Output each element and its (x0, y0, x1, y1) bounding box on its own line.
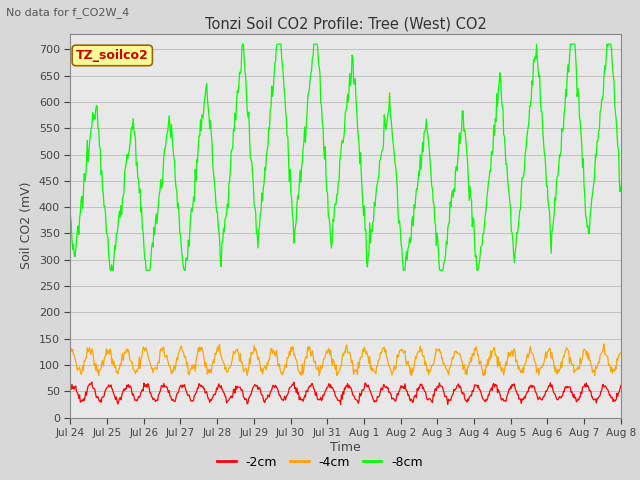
-4cm (95, 372, 102, 378)
-2cm (617, 383, 625, 388)
-2cm (134, 396, 141, 402)
-8cm (219, 239, 227, 244)
-8cm (67, 213, 74, 218)
-2cm (77, 399, 84, 405)
-2cm (413, 386, 421, 392)
Text: TZ_soilco2: TZ_soilco2 (76, 49, 148, 62)
-8cm (239, 41, 246, 47)
-2cm (219, 387, 227, 393)
Text: No data for f_CO2W_4: No data for f_CO2W_4 (6, 7, 130, 18)
X-axis label: Time: Time (330, 441, 361, 454)
-2cm (190, 397, 198, 403)
-4cm (219, 358, 227, 364)
-8cm (106, 267, 114, 273)
-4cm (413, 351, 421, 357)
Line: -4cm: -4cm (70, 344, 621, 375)
-8cm (430, 202, 438, 208)
Legend: -2cm, -4cm, -8cm: -2cm, -4cm, -8cm (212, 451, 428, 474)
-4cm (600, 341, 608, 347)
Line: -2cm: -2cm (70, 382, 621, 405)
-8cm (190, 194, 198, 200)
-4cm (67, 347, 74, 353)
-4cm (190, 363, 198, 369)
Y-axis label: Soil CO2 (mV): Soil CO2 (mV) (20, 182, 33, 269)
-4cm (429, 362, 437, 368)
-4cm (77, 369, 84, 374)
-8cm (617, 184, 625, 190)
-4cm (134, 366, 141, 372)
-2cm (67, 387, 74, 393)
-2cm (444, 402, 452, 408)
-2cm (429, 392, 437, 397)
-8cm (414, 180, 422, 185)
Title: Tonzi Soil CO2 Profile: Tree (West) CO2: Tonzi Soil CO2 Profile: Tree (West) CO2 (205, 16, 486, 31)
Line: -8cm: -8cm (70, 44, 621, 270)
-4cm (617, 349, 625, 355)
-8cm (77, 210, 84, 216)
-2cm (88, 379, 95, 385)
-8cm (134, 175, 141, 180)
